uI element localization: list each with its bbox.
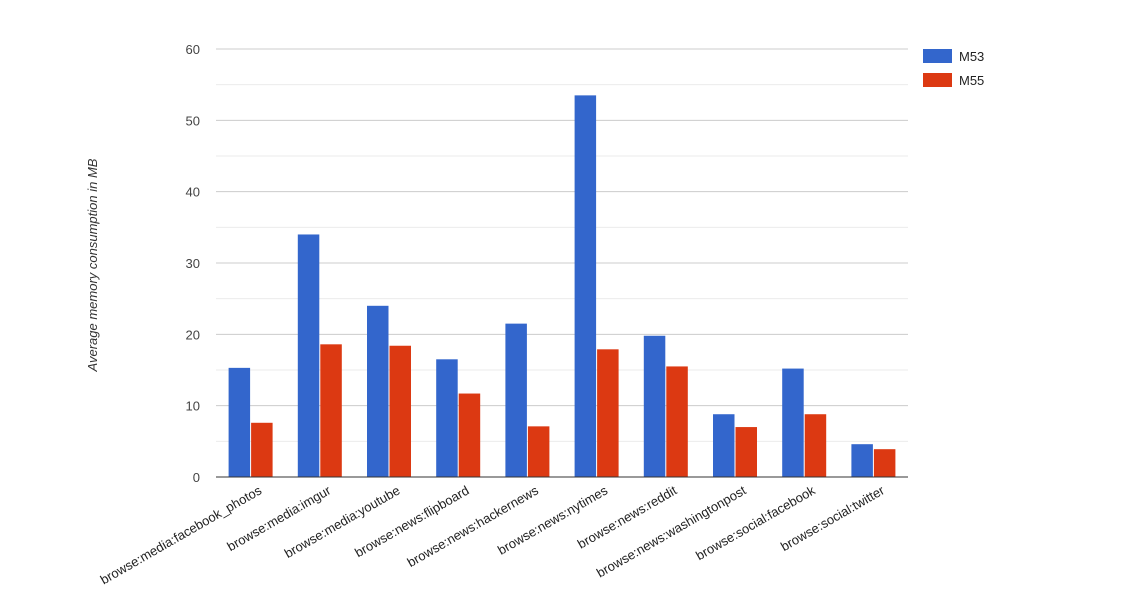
bar-m55-6 [666, 366, 688, 477]
y-tick-label: 20 [186, 327, 200, 342]
x-tick-label: browse:news:hackernews [404, 482, 541, 570]
gridlines [216, 48, 908, 442]
x-tick-label: browse:media:youtube [282, 483, 403, 561]
y-axis-title: Average memory consumption in MB [85, 158, 100, 372]
y-tick-label: 10 [186, 399, 200, 414]
bar-m55-2 [389, 345, 411, 477]
bars [228, 95, 896, 477]
bar-m55-9 [873, 449, 896, 477]
legend-label-m53: M53 [959, 49, 984, 64]
legend-swatch-m55 [923, 73, 952, 87]
bar-m53-5 [574, 95, 597, 477]
y-tick-label: 0 [193, 470, 200, 485]
bar-m53-8 [782, 368, 804, 477]
bar-m53-6 [643, 335, 666, 477]
bar-m53-0 [228, 367, 251, 477]
y-tick-label: 60 [186, 42, 200, 57]
bar-m53-7 [713, 414, 735, 477]
bar-m53-1 [297, 234, 320, 477]
y-tick-label: 40 [186, 185, 200, 200]
bar-m55-3 [458, 393, 481, 477]
legend-label-m55: M55 [959, 73, 984, 88]
y-tick-label: 30 [186, 256, 200, 271]
legend-swatch-m53 [923, 49, 952, 63]
bar-m55-7 [735, 427, 757, 477]
y-tick-label: 50 [186, 113, 200, 128]
bar-m55-1 [320, 344, 342, 477]
bar-m55-8 [804, 414, 827, 477]
x-axis-category-labels: browse:media:facebook_photosbrowse:media… [98, 482, 888, 587]
bar-m53-2 [367, 305, 389, 477]
bar-m55-0 [251, 422, 273, 477]
x-tick-label: browse:social:facebook [693, 482, 818, 563]
bar-m53-3 [436, 359, 458, 477]
bar-m55-5 [597, 349, 619, 477]
legend: M53 M55 [923, 49, 984, 88]
bar-m53-4 [505, 323, 527, 477]
bar-m53-9 [851, 444, 873, 477]
x-tick-label: browse:news:flipboard [352, 483, 472, 561]
bar-m55-4 [527, 426, 550, 477]
y-axis-ticks: 0 10 20 30 40 50 60 [186, 42, 200, 485]
